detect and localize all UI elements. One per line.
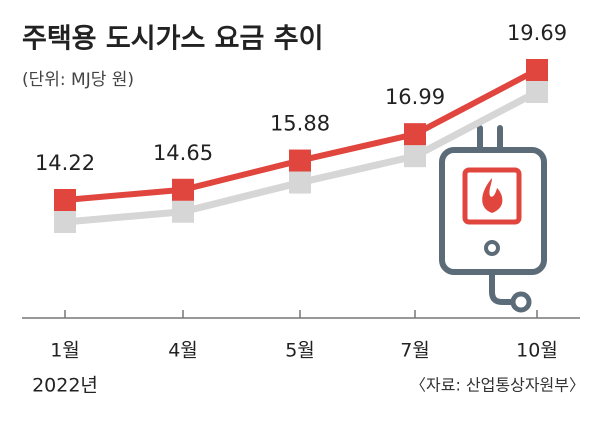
value-label: 16.99 — [385, 85, 445, 109]
marker — [54, 189, 76, 211]
chart-subtitle: (단위: MJ당 원) — [22, 70, 134, 90]
heater-window — [462, 167, 522, 225]
marker-shadow — [289, 171, 311, 194]
year-label: 2022년 — [32, 375, 98, 397]
flame — [482, 178, 503, 213]
marker-shadow — [54, 211, 76, 233]
source: 〈자료: 산업통상자원부〉 — [410, 376, 585, 395]
value-label: 14.22 — [35, 151, 95, 175]
marker — [404, 123, 426, 146]
marker — [289, 149, 311, 172]
marker — [526, 59, 548, 81]
x-tick-label: 10월 — [516, 340, 558, 362]
marker-shadow — [526, 81, 548, 103]
pipe-bottom — [489, 269, 515, 305]
pipe-top — [477, 125, 503, 153]
value-label: 19.69 — [507, 21, 567, 45]
value-label: 14.65 — [153, 141, 213, 165]
chart-title: 주택용 도시가스 요금 추이 — [22, 24, 323, 55]
x-tick-label: 1월 — [50, 340, 80, 362]
heater-knob — [484, 240, 500, 256]
marker-shadow — [404, 145, 426, 168]
pipe-end — [510, 291, 532, 313]
x-tick-label: 5월 — [285, 340, 315, 362]
marker — [172, 178, 194, 201]
x-tick-label: 4월 — [168, 340, 198, 362]
heater-icon — [439, 125, 547, 313]
value-label: 15.88 — [270, 112, 330, 136]
marker-shadow — [172, 200, 194, 223]
x-tick-label: 7월 — [400, 340, 430, 362]
